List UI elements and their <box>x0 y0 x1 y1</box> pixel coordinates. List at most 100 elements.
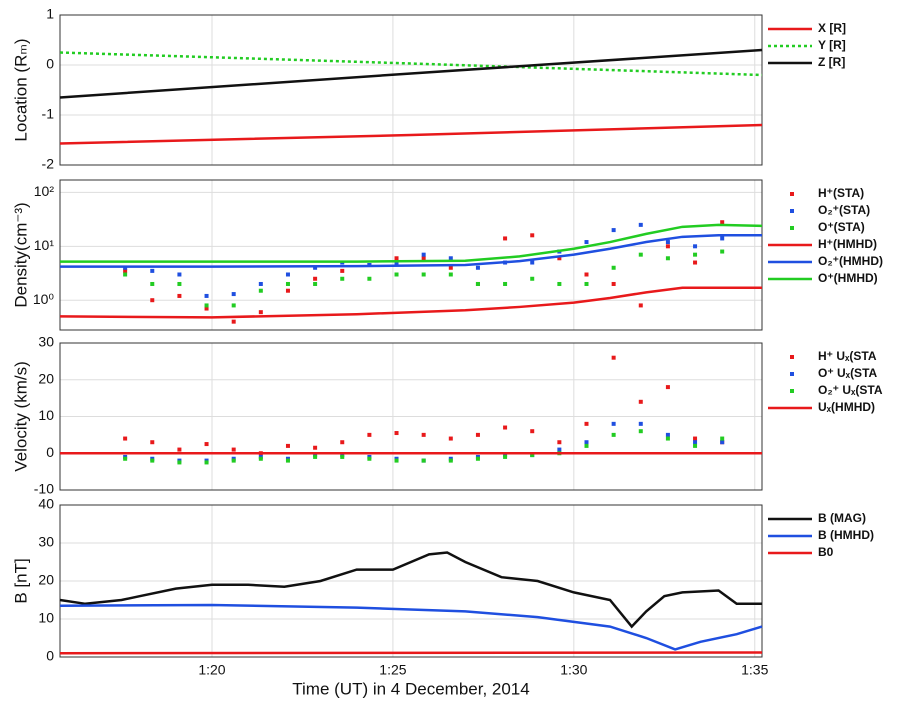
data-point <box>611 265 616 270</box>
data-point <box>421 252 426 257</box>
x-tick-label: 1:20 <box>198 662 225 678</box>
data-point <box>503 425 508 430</box>
legend-label: O⁺ Uₓ(STA <box>818 366 878 380</box>
data-point <box>394 256 399 261</box>
data-point <box>557 447 562 452</box>
y-tick-label: 20 <box>38 572 54 588</box>
y-tick-label: 40 <box>38 496 54 512</box>
data-point <box>530 453 535 458</box>
data-point <box>340 268 345 273</box>
data-point <box>150 268 155 273</box>
data-point <box>475 265 480 270</box>
plot-frame <box>59 342 763 491</box>
data-point <box>285 443 290 448</box>
data-point <box>394 431 399 436</box>
data-point <box>258 281 263 286</box>
legend-label: O⁺(HMHD) <box>818 271 878 285</box>
data-point <box>638 399 643 404</box>
y-tick-label: -1 <box>42 106 55 122</box>
data-point <box>231 447 236 452</box>
data-point <box>584 443 589 448</box>
data-point <box>693 443 698 448</box>
data-point <box>584 240 589 245</box>
plot-frame <box>59 14 763 166</box>
data-point <box>720 440 725 445</box>
legend-label: B0 <box>818 545 834 559</box>
legend-marker <box>790 389 794 393</box>
data-point <box>611 228 616 233</box>
y-axis-label: Density(cm⁻³) <box>11 202 30 307</box>
data-point <box>503 236 508 241</box>
y-tick-label: 30 <box>38 534 54 550</box>
data-point <box>177 272 182 277</box>
data-point <box>367 456 372 461</box>
data-point <box>204 306 209 311</box>
data-point <box>638 429 643 434</box>
y-tick-label: 30 <box>38 334 54 350</box>
data-point <box>557 256 562 261</box>
legend-label: O₂⁺(STA) <box>818 203 870 217</box>
data-point <box>530 276 535 281</box>
data-point <box>693 252 698 257</box>
y-axis-label: Location (Rₘ) <box>11 38 30 141</box>
data-point <box>693 436 698 441</box>
data-line <box>59 123 763 145</box>
y-axis-label: B [nT] <box>11 558 30 603</box>
y-tick-label: 10⁰ <box>33 291 55 307</box>
data-point <box>720 220 725 225</box>
data-line <box>60 234 762 268</box>
data-point <box>665 256 670 261</box>
data-point <box>503 454 508 459</box>
data-point <box>475 432 480 437</box>
data-point <box>421 432 426 437</box>
data-point <box>584 421 589 426</box>
data-point <box>503 281 508 286</box>
data-point <box>448 436 453 441</box>
legend-label: Uₓ(HMHD) <box>818 400 875 414</box>
plot-frame <box>59 179 763 331</box>
data-point <box>421 458 426 463</box>
data-point <box>285 288 290 293</box>
data-point <box>665 385 670 390</box>
data-point <box>638 303 643 308</box>
legend-label: H⁺(STA) <box>818 186 864 200</box>
data-point <box>448 458 453 463</box>
legend-marker <box>790 372 794 376</box>
legend-label: O₂⁺(HMHD) <box>818 254 883 268</box>
data-point <box>530 233 535 238</box>
data-point <box>150 298 155 303</box>
data-point <box>285 458 290 463</box>
data-point <box>231 292 236 297</box>
data-point <box>638 222 643 227</box>
data-point <box>340 454 345 459</box>
y-tick-label: 0 <box>46 648 54 664</box>
data-point <box>665 244 670 249</box>
legend-label: H⁺ Uₓ(STA <box>818 349 877 363</box>
legend-label: B (MAG) <box>818 511 866 525</box>
legend-label: B (HMHD) <box>818 528 874 542</box>
data-point <box>367 432 372 437</box>
data-line <box>60 223 763 263</box>
data-point <box>367 276 372 281</box>
data-point <box>231 319 236 324</box>
data-line <box>59 603 763 651</box>
data-point <box>177 447 182 452</box>
x-axis-label: Time (UT) in 4 December, 2014 <box>292 679 529 698</box>
data-point <box>313 454 318 459</box>
legend-label: O₂⁺ Uₓ(STA <box>818 383 883 397</box>
y-axis-label: Velocity (km/s) <box>11 361 30 472</box>
data-point <box>665 240 670 245</box>
data-point <box>285 281 290 286</box>
x-tick-label: 1:30 <box>560 662 587 678</box>
data-point <box>204 460 209 465</box>
legend-marker <box>790 355 794 359</box>
data-point <box>177 281 182 286</box>
data-point <box>231 458 236 463</box>
data-line <box>59 48 763 99</box>
y-tick-label: 0 <box>46 56 54 72</box>
data-point <box>448 272 453 277</box>
data-point <box>475 456 480 461</box>
data-point <box>177 293 182 298</box>
data-point <box>584 272 589 277</box>
legend-label: Z [R] <box>818 55 845 69</box>
